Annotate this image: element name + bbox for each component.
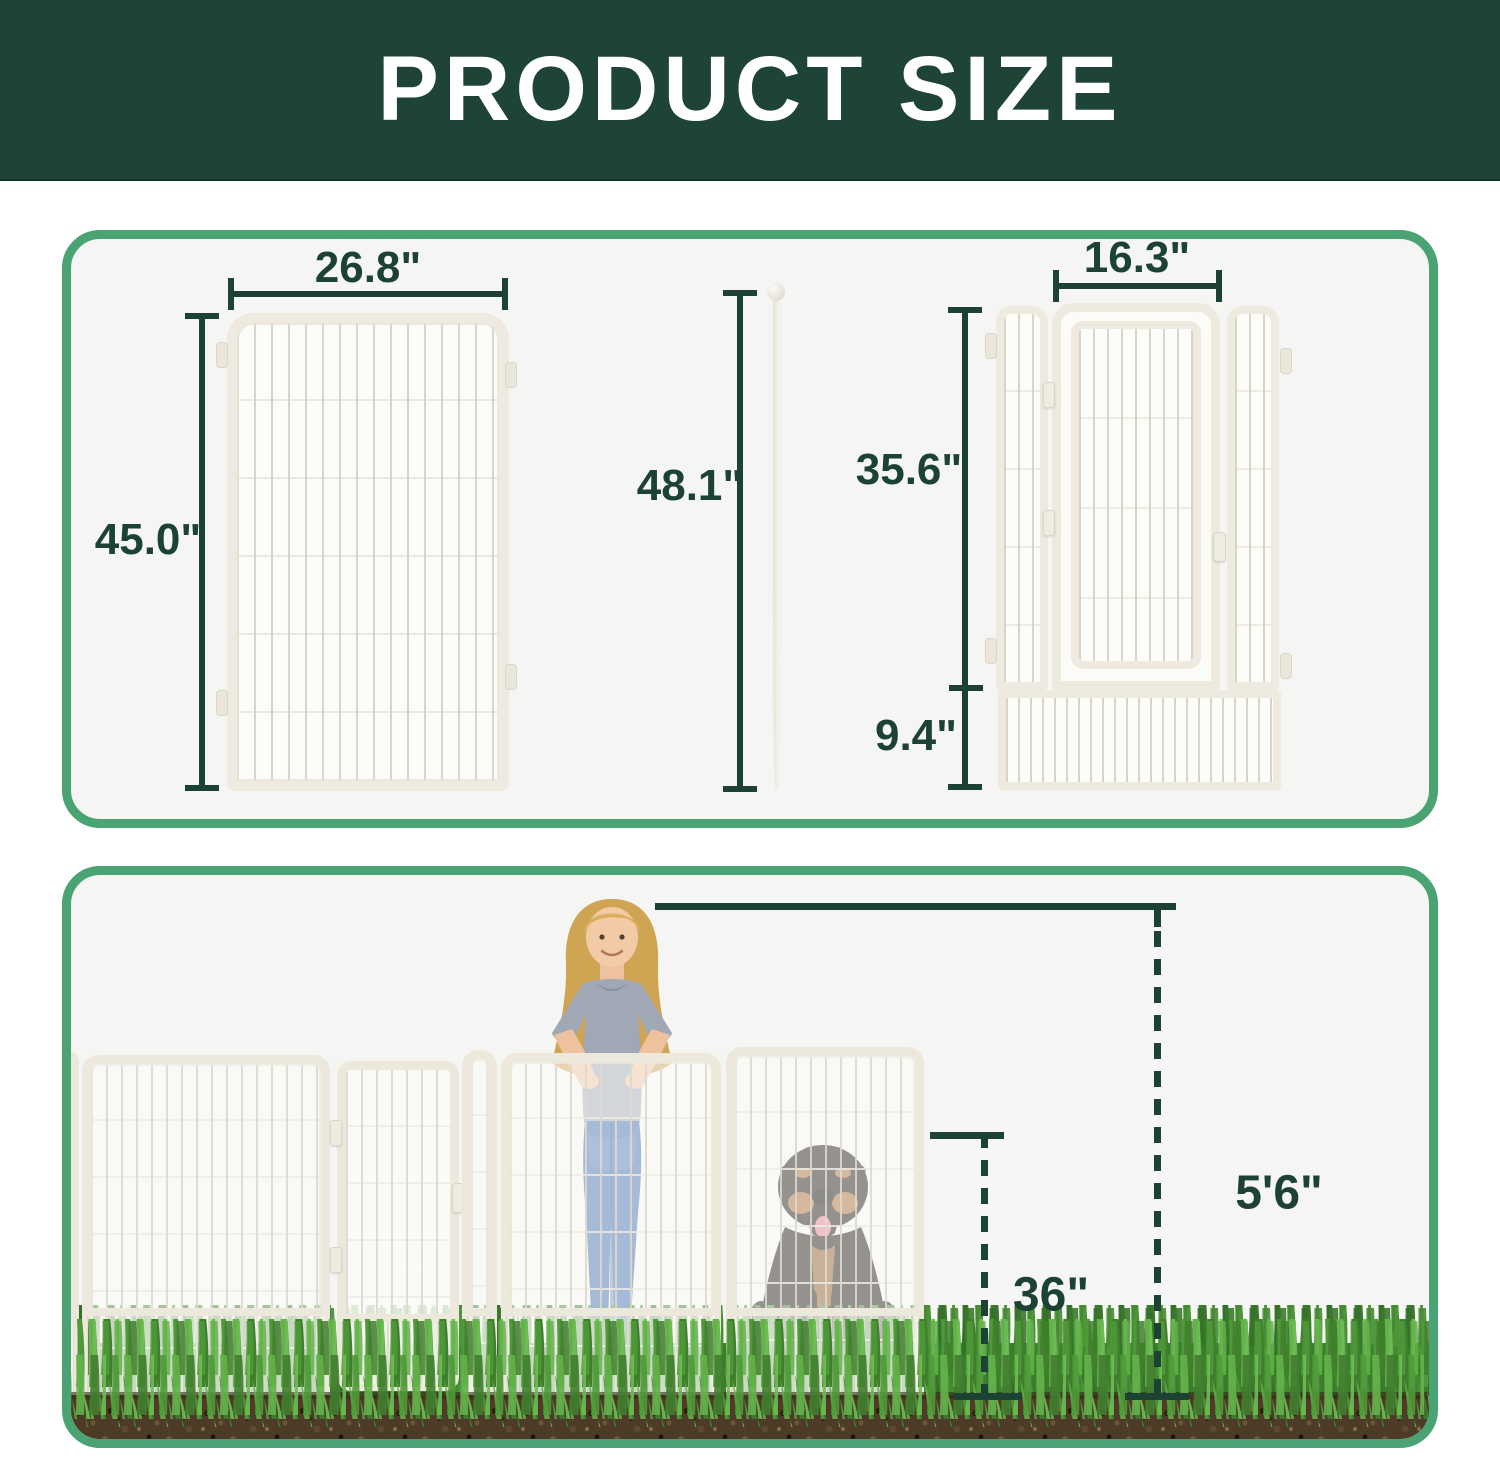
fence-height-base-cap [954, 1393, 1022, 1400]
stake-cap [767, 283, 785, 301]
connector-tab [985, 333, 997, 359]
gate-bottom-section [998, 690, 1281, 790]
panel-height-dimension-line [185, 313, 219, 791]
connector-tab [505, 362, 517, 388]
fence-height-top-cap [930, 1132, 1004, 1139]
connector-tab [985, 638, 997, 664]
person-height-reference-line [655, 903, 1176, 910]
gate-height-dimension-line [948, 307, 982, 790]
gate-hinge [1043, 382, 1055, 408]
scene-foreground [71, 1319, 1429, 1439]
gate-width-label: 16.3" [1083, 233, 1191, 282]
stake-height-dimension-line [723, 290, 757, 792]
header-banner: PRODUCT SIZE [0, 0, 1500, 181]
gate-side-panel-left [996, 306, 1048, 690]
fence-height-dashed-line [981, 1132, 988, 1397]
panel-width-label: 26.8" [314, 243, 422, 292]
panel-height-label: 45.0" [94, 515, 202, 564]
connector-tab [505, 664, 517, 690]
stake-height-label: 48.1" [636, 461, 744, 510]
gate-width-dimension-line [1053, 270, 1222, 302]
ground-stake-diagram [773, 296, 780, 790]
gate-hinge [330, 1247, 342, 1273]
gate-upper-height-label: 35.6" [855, 445, 963, 494]
person-height-base-cap [1125, 1393, 1189, 1400]
person-height-label: 5'6" [1235, 1166, 1323, 1220]
gate-hinge [1043, 510, 1055, 536]
gate-door [1071, 321, 1201, 669]
page-title: PRODUCT SIZE [377, 38, 1123, 140]
fence-panel-diagram [227, 313, 509, 791]
connector-tab [216, 342, 228, 368]
gate-lower-height-label: 9.4" [874, 711, 958, 760]
person-height-dashed-line [1154, 903, 1161, 1397]
connector-tab [1280, 653, 1292, 679]
scale-panel: 36" 5'6" [62, 866, 1438, 1448]
gate-latch [1213, 532, 1226, 562]
panel-width-dimension-line [228, 278, 508, 310]
gate-side-panel-right [1227, 306, 1279, 690]
gate-center-panel [1052, 303, 1220, 690]
connector-tab [216, 690, 228, 716]
connector-tab [1280, 348, 1292, 374]
fence-height-label: 36" [1012, 1268, 1090, 1322]
gate-dimension-divider-tick [949, 685, 983, 691]
gate-hinge [330, 1120, 342, 1146]
